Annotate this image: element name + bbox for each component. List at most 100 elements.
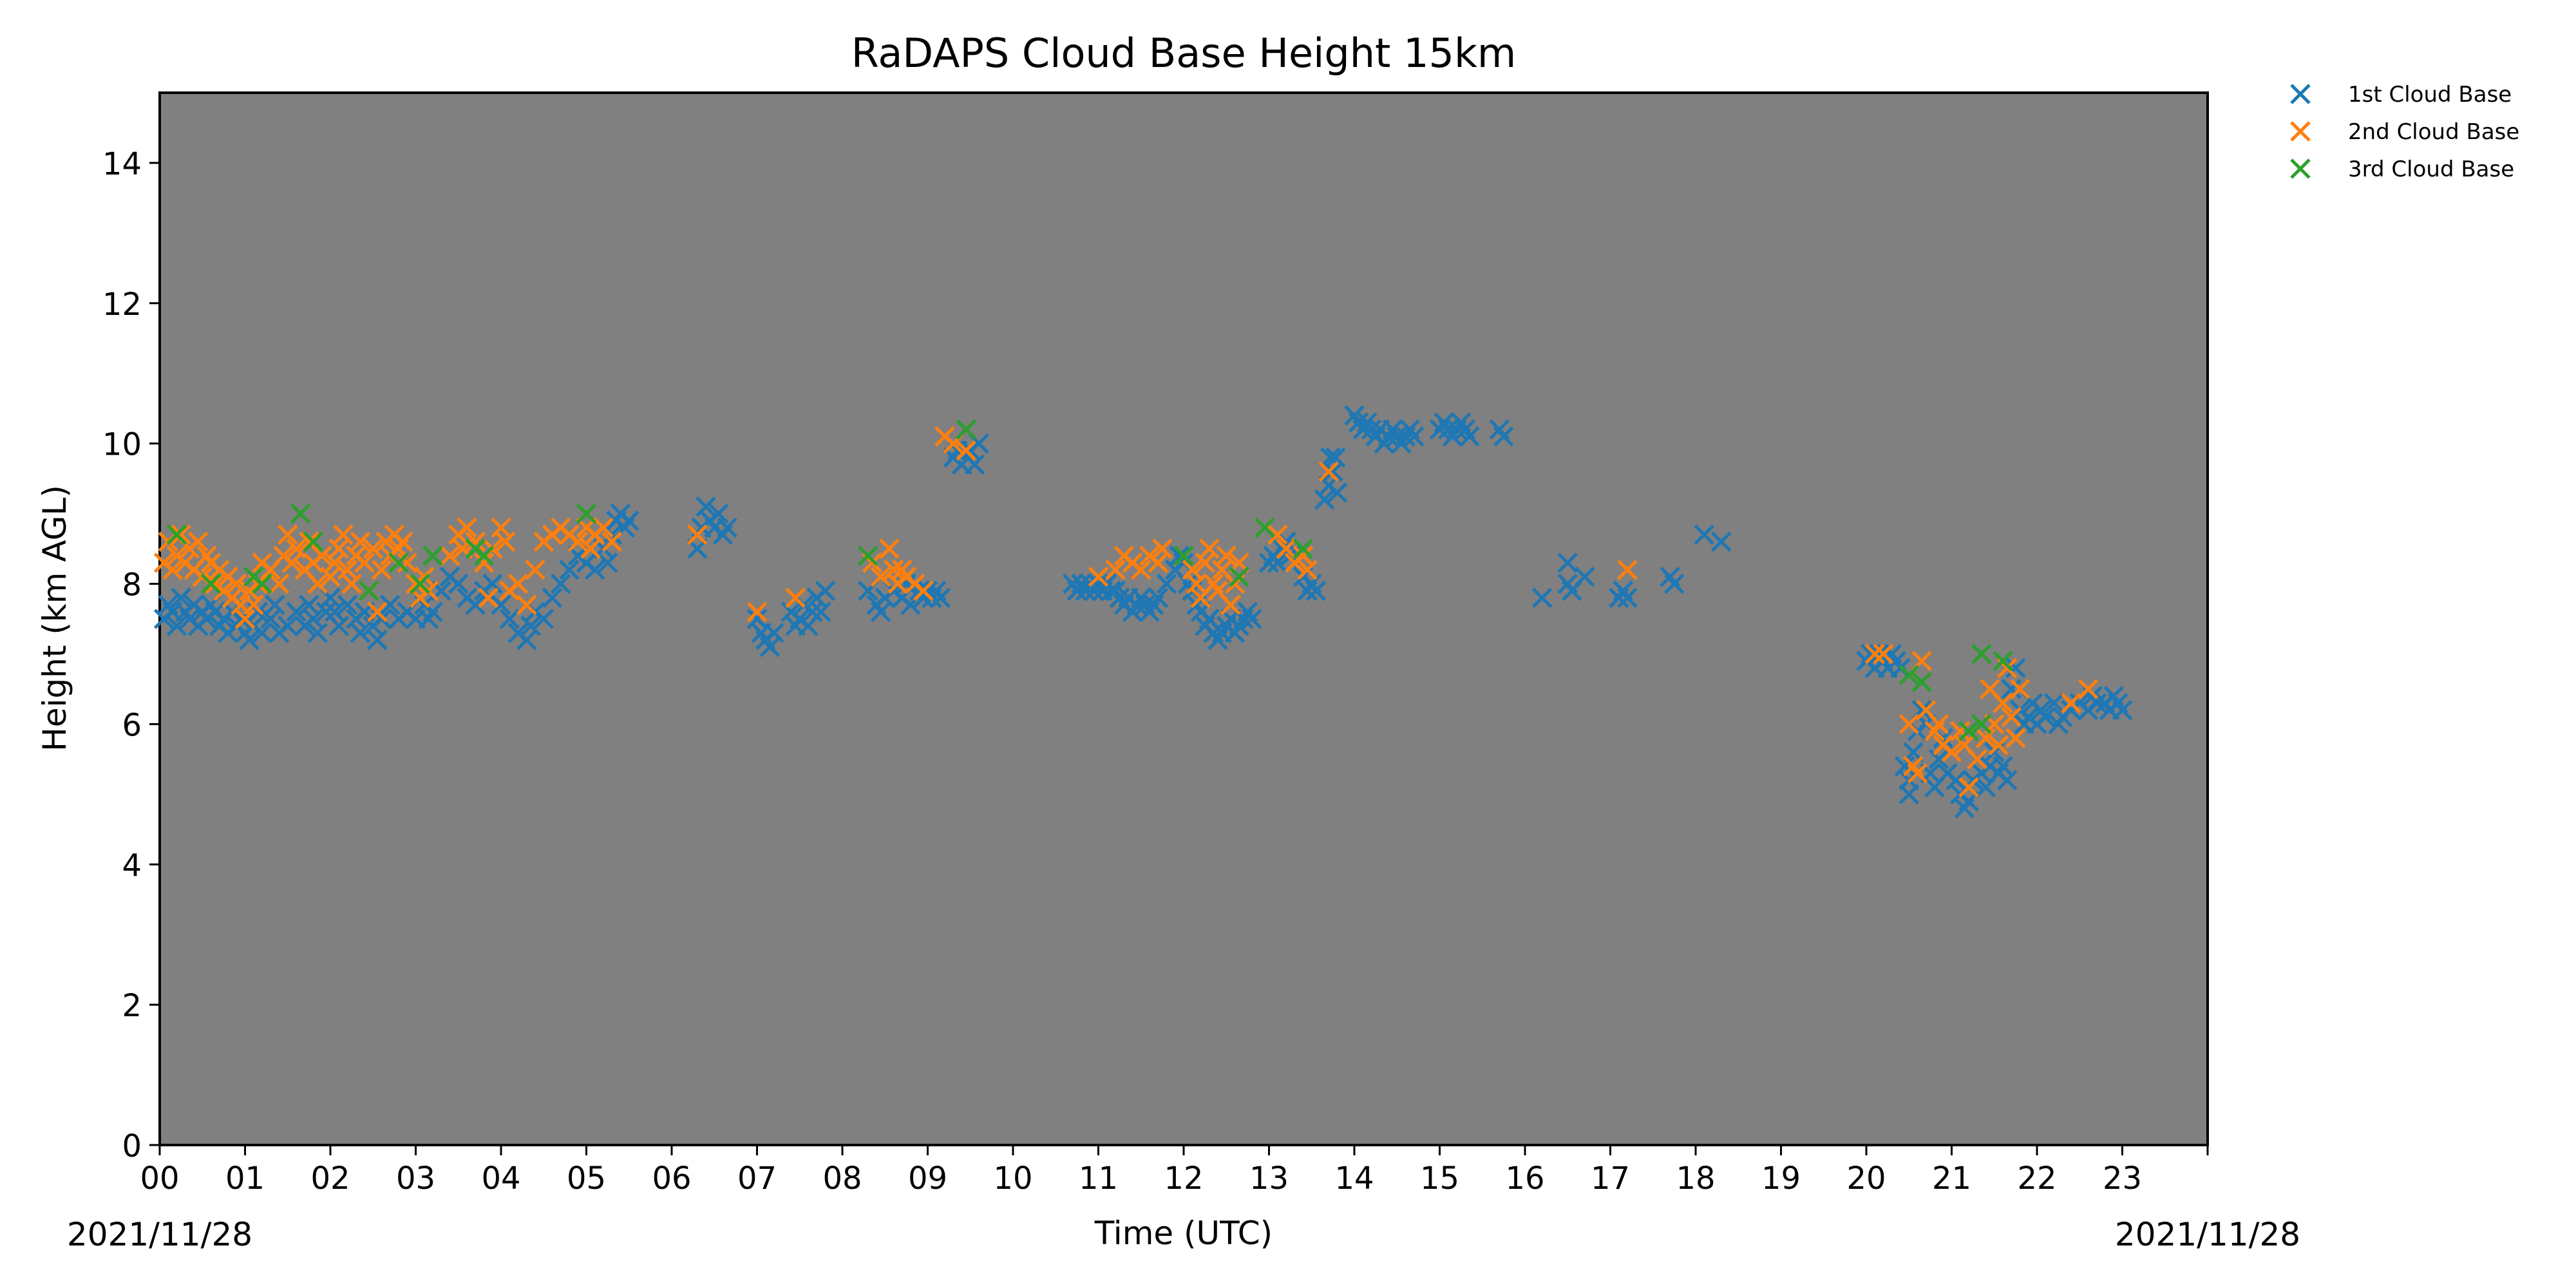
data-point: [269, 573, 290, 594]
data-point: [478, 587, 498, 609]
x-tick-label: 20: [1846, 1160, 1886, 1197]
data-point: [956, 419, 976, 440]
data-point: [2009, 679, 2031, 699]
data-point: [1325, 447, 1346, 468]
x-tick-label: 13: [1249, 1160, 1289, 1197]
data-point: [2035, 706, 2056, 728]
data-point: [1946, 770, 1966, 791]
data-point: [286, 601, 307, 622]
data-point: [759, 636, 781, 658]
x-tick-label: 22: [2017, 1160, 2056, 1197]
data-point: [226, 573, 247, 594]
data-point: [422, 545, 443, 566]
data-point: [491, 594, 511, 615]
data-point: [708, 503, 729, 524]
data-point: [324, 601, 345, 622]
data-point: [1894, 755, 1915, 777]
data-point: [1864, 643, 1886, 665]
x-axis-label: Time (UTC): [1094, 1215, 1273, 1252]
data-point: [717, 517, 737, 538]
x-tick-label: 17: [1591, 1160, 1630, 1197]
data-point: [618, 510, 639, 531]
x-tick-label: 06: [652, 1160, 691, 1197]
data-point: [1186, 573, 1207, 594]
data-point: [1148, 587, 1169, 609]
data-point: [1617, 559, 1638, 580]
y-tick-label: 4: [122, 848, 142, 884]
y-tick-label: 0: [122, 1128, 142, 1164]
data-point: [286, 538, 307, 559]
data-point: [473, 553, 495, 573]
data-point: [350, 531, 371, 552]
data-point: [516, 629, 537, 650]
x-tick-label: 16: [1505, 1160, 1544, 1197]
data-point: [870, 601, 891, 622]
data-point: [281, 553, 303, 573]
x-tick-label: 08: [822, 1160, 862, 1197]
data-point: [448, 573, 469, 594]
data-point: [337, 594, 358, 615]
data-point: [764, 623, 784, 643]
data-point: [593, 517, 614, 538]
data-point: [1130, 559, 1151, 580]
y-tick-label: 10: [102, 427, 142, 463]
data-point: [1493, 426, 1514, 447]
data-point: [601, 531, 623, 552]
data-point: [2005, 728, 2026, 748]
data-point: [1195, 553, 1215, 573]
data-point: [533, 609, 554, 629]
data-point: [597, 553, 618, 573]
data-point: [1267, 553, 1288, 573]
data-point: [337, 559, 358, 580]
data-point: [1967, 749, 1988, 770]
data-point: [576, 503, 597, 524]
data-point: [1664, 573, 1685, 594]
data-point: [1996, 770, 2018, 791]
data-point: [1971, 643, 1992, 665]
data-point: [1293, 545, 1314, 566]
data-point: [303, 531, 324, 552]
data-point: [1557, 553, 1578, 573]
data-point: [2043, 692, 2065, 714]
data-point: [491, 517, 511, 538]
legend-label: 3rd Cloud Base: [2348, 156, 2514, 182]
y-tick-label: 6: [122, 707, 142, 743]
data-point: [520, 616, 542, 636]
data-point: [1574, 566, 1595, 587]
data-point: [1314, 489, 1335, 510]
data-point: [252, 573, 272, 594]
data-point: [815, 580, 836, 601]
data-point: [1220, 594, 1241, 615]
data-point: [473, 545, 495, 566]
data-point: [746, 601, 768, 622]
legend-label: 2nd Cloud Base: [2348, 119, 2519, 145]
data-point: [166, 616, 187, 636]
y-axis: 0 2 4 6 8 10 12 14: [102, 146, 160, 1164]
data-point: [1710, 531, 1732, 552]
data-point: [499, 609, 520, 629]
data-point: [307, 623, 328, 643]
data-point: [379, 594, 401, 615]
data-point: [354, 553, 375, 573]
data-point: [439, 545, 460, 566]
data-point: [1327, 482, 1348, 503]
legend: 1st Cloud Base 2nd Cloud Base 3rd Cloud Ba…: [2290, 82, 2519, 182]
data-point: [746, 609, 768, 629]
y-tick-label: 2: [122, 988, 142, 1024]
data-markers: [153, 405, 2133, 819]
data-point: [1993, 755, 2013, 777]
legend-marker: [2290, 84, 2311, 104]
data-point: [550, 573, 571, 594]
data-point: [2078, 679, 2099, 699]
data-point: [1958, 777, 1979, 798]
data-point: [367, 601, 388, 622]
data-point: [187, 531, 209, 552]
data-point: [358, 580, 379, 601]
data-point: [1949, 721, 1971, 742]
data-point: [171, 587, 191, 609]
data-point: [482, 573, 503, 594]
data-point: [1928, 714, 1949, 735]
x-tick-label: 10: [993, 1160, 1032, 1197]
data-point: [1276, 538, 1296, 559]
x-tick-label: 15: [1420, 1160, 1459, 1197]
